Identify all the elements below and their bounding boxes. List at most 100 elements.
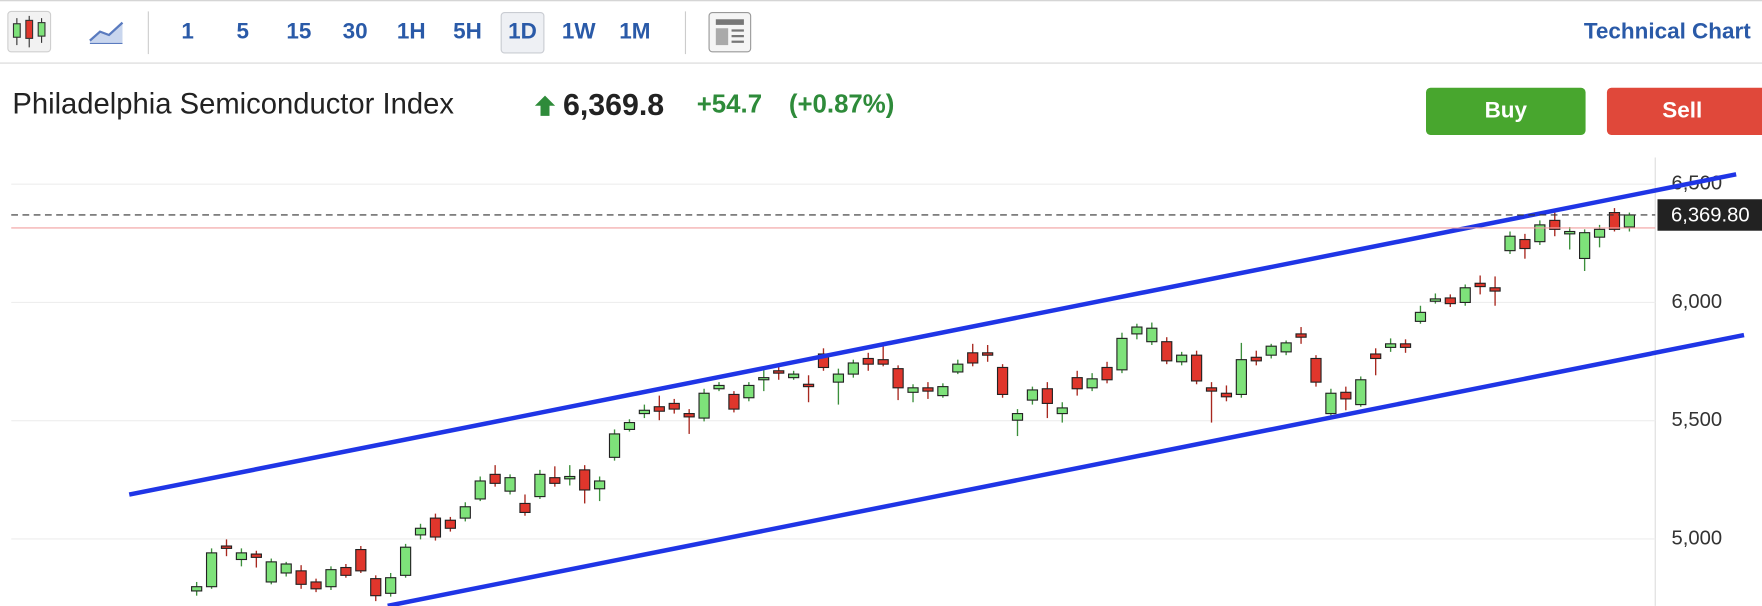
trend-line-lower	[387, 332, 1745, 606]
interval[interactable]: 30	[343, 19, 368, 44]
candle-body	[385, 577, 397, 594]
candle-body	[1176, 354, 1188, 363]
candle-body	[429, 517, 442, 538]
candle-body	[1429, 298, 1442, 302]
candle-body	[1190, 354, 1203, 382]
candle-body	[1474, 282, 1486, 288]
candle-body	[1370, 353, 1382, 360]
candle-body	[743, 384, 755, 399]
candle-body	[1310, 357, 1322, 383]
candle-body	[1295, 333, 1307, 338]
candle-body	[1579, 232, 1591, 260]
y-tick-label: 5,500	[1672, 409, 1723, 431]
interval[interactable]: 1H	[397, 19, 426, 44]
candle-body	[1101, 366, 1113, 381]
candle-body	[877, 359, 889, 365]
candle-body	[862, 357, 874, 365]
price-change: +54.7	[697, 91, 762, 119]
interval[interactable]: 5H	[453, 19, 482, 44]
instrument-title: Philadelphia Semiconductor Index	[12, 89, 454, 121]
candle-body	[937, 386, 949, 397]
candle-body	[967, 352, 979, 364]
candle-body	[489, 473, 501, 484]
interval[interactable]: 5	[236, 19, 249, 44]
candle-body	[1086, 378, 1098, 389]
candle-body	[325, 569, 337, 588]
candle-body	[235, 552, 248, 561]
candle-body	[504, 477, 516, 492]
technical-chart-link[interactable]: Technical Chart	[1584, 19, 1751, 44]
candle-body	[1355, 379, 1367, 406]
candle-body	[802, 383, 815, 388]
candle-body	[265, 561, 277, 583]
candle-body	[444, 519, 456, 529]
candle-body	[982, 352, 994, 356]
sell-label: Sell	[1662, 97, 1702, 122]
candle-body	[593, 480, 606, 490]
candle-body	[1459, 287, 1471, 304]
sell-button[interactable]: Sell	[1606, 87, 1762, 136]
line-icon[interactable]	[89, 21, 124, 44]
last-price-label: 6,369.80	[1671, 204, 1750, 226]
candle-body	[788, 373, 800, 379]
candle-body	[1608, 212, 1621, 230]
buy-button[interactable]: Buy	[1426, 87, 1586, 136]
candle-body	[623, 422, 636, 430]
interval[interactable]: 1	[181, 19, 194, 44]
candle-icon[interactable]	[7, 10, 52, 53]
candle-body	[1489, 287, 1501, 292]
y-tick-label: 5,000	[1672, 527, 1723, 549]
candle-body	[1011, 413, 1024, 421]
layout-icon[interactable]	[708, 11, 752, 53]
candle-body	[1146, 327, 1158, 343]
candle-body	[668, 402, 680, 410]
candle-body	[1250, 356, 1262, 362]
interval[interactable]: 1W	[562, 19, 596, 44]
candle-body	[1235, 359, 1247, 395]
candle-body	[653, 406, 665, 412]
candle-body	[280, 563, 292, 574]
last-price: 6,369.8	[563, 89, 664, 122]
candle-body	[1220, 392, 1233, 398]
candle-body	[1564, 230, 1576, 235]
interval[interactable]: 1D	[508, 19, 537, 44]
candle-body	[847, 362, 859, 375]
interval-selected	[500, 11, 545, 54]
candle-body	[1623, 214, 1636, 228]
overlay: 6,369.80	[11, 199, 1762, 231]
candle-body	[340, 566, 352, 576]
interval[interactable]: 15	[286, 19, 311, 44]
interval[interactable]: 1M	[619, 19, 650, 44]
candle-body	[519, 502, 531, 513]
buy-label: Buy	[1485, 97, 1528, 122]
candle-body	[1280, 342, 1292, 353]
candle-body	[1593, 228, 1606, 238]
candle-body	[996, 366, 1009, 395]
candle-body	[773, 370, 785, 374]
last-price-badge	[1657, 199, 1762, 231]
candle-body	[1444, 297, 1456, 305]
candle-body	[907, 387, 919, 393]
candle-body	[564, 475, 576, 480]
candle-body	[310, 581, 322, 590]
candle-body	[1205, 387, 1218, 392]
candle-body	[1549, 219, 1561, 230]
price-change-percent: (+0.87%)	[789, 91, 895, 119]
candle-body	[250, 553, 262, 558]
candle-body	[1519, 238, 1531, 250]
candle-body	[549, 477, 561, 484]
candle-body	[758, 377, 770, 381]
candle-body	[832, 373, 845, 383]
up-arrow	[534, 95, 556, 116]
candle-body	[1265, 345, 1277, 356]
candle-body	[220, 545, 233, 549]
candle-body	[638, 409, 651, 415]
candle-body	[713, 384, 725, 390]
candle-body	[922, 387, 934, 392]
candle-body	[1504, 235, 1516, 252]
candle-body	[370, 578, 382, 597]
candle-body	[1041, 388, 1053, 404]
candle-body	[1116, 337, 1128, 371]
